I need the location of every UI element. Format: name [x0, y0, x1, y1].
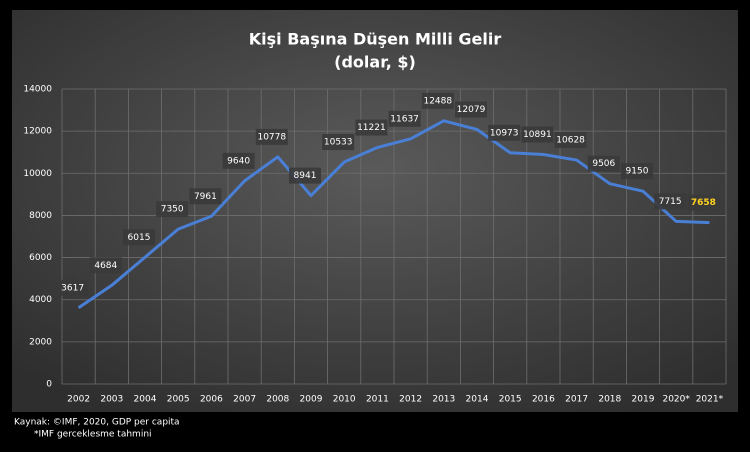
- value-label-box: [388, 110, 421, 127]
- value-label-box: [654, 193, 687, 210]
- value-label: 7961: [194, 192, 217, 202]
- value-label: 7715: [659, 197, 682, 207]
- value-label: 6015: [128, 233, 151, 243]
- value-label: 7658: [691, 198, 716, 208]
- value-label-box: [455, 101, 487, 118]
- value-label-box: [355, 119, 388, 136]
- value-label-box: [554, 132, 587, 149]
- chart-title: Kişi Başına Düşen Milli Gelir: [249, 30, 502, 49]
- x-tick-label: 2014: [466, 395, 489, 405]
- chart-area: [12, 10, 738, 412]
- value-label-box: [255, 128, 288, 145]
- value-label: 9506: [592, 159, 615, 169]
- y-tick-label: 0: [46, 380, 52, 390]
- value-label: 11637: [390, 114, 419, 124]
- value-label-box: [488, 124, 521, 141]
- y-tick-label: 2000: [29, 337, 52, 347]
- footnote: *IMF gerceklesme tahmini: [34, 430, 152, 440]
- value-label: 4684: [94, 261, 117, 271]
- value-label-box: [56, 279, 89, 296]
- x-tick-label: 2012: [399, 395, 422, 405]
- x-tick-label: 2015: [499, 395, 522, 405]
- x-tick-label: 2016: [532, 395, 555, 405]
- x-tick-label: 2011: [366, 395, 389, 405]
- x-tick-label: 2017: [565, 395, 588, 405]
- value-label-box: [587, 155, 620, 172]
- value-label: 10533: [324, 138, 353, 148]
- chart-subtitle: (dolar, $): [334, 53, 416, 72]
- x-tick-label: 2008: [266, 395, 289, 405]
- x-tick-label: 2019: [632, 395, 655, 405]
- x-tick-label: 2003: [100, 395, 123, 405]
- value-label: 12488: [423, 96, 452, 106]
- value-label: 11221: [357, 123, 386, 133]
- value-label: 9150: [626, 167, 649, 177]
- value-label-box: [521, 126, 554, 143]
- x-tick-label: 2020*: [662, 395, 690, 405]
- x-tick-label: 2004: [134, 395, 157, 405]
- x-tick-label: 2013: [432, 395, 455, 405]
- y-tick-label: 8000: [29, 211, 52, 221]
- value-label-box: [687, 194, 720, 211]
- value-label-box: [289, 167, 321, 184]
- y-tick-label: 6000: [29, 253, 52, 263]
- x-tick-label: 2009: [300, 395, 323, 405]
- value-label-box: [621, 163, 653, 180]
- x-tick-label: 2002: [67, 395, 90, 405]
- x-tick-label: 2007: [233, 395, 256, 405]
- x-tick-label: 2006: [200, 395, 223, 405]
- x-tick-label: 2021*: [696, 395, 724, 405]
- value-label-box: [222, 152, 255, 169]
- value-label-box: [123, 229, 155, 246]
- value-label: 9640: [227, 156, 250, 166]
- value-label: 10891: [523, 130, 552, 140]
- x-tick-label: 2010: [333, 395, 356, 405]
- value-label: 10628: [556, 136, 585, 146]
- y-tick-label: 12000: [23, 127, 52, 137]
- y-tick-label: 4000: [29, 295, 52, 305]
- value-label: 3617: [61, 283, 84, 293]
- value-label-box: [322, 134, 355, 151]
- x-tick-label: 2018: [598, 395, 621, 405]
- value-label: 10778: [257, 132, 286, 142]
- value-label: 8941: [294, 171, 317, 181]
- value-label-box: [421, 92, 454, 109]
- value-label: 10973: [490, 128, 519, 138]
- y-tick-label: 10000: [23, 169, 52, 179]
- source-note: Kaynak: ©IMF, 2020, GDP per capita: [14, 418, 180, 428]
- value-label-box: [189, 188, 222, 205]
- value-label: 12079: [457, 105, 486, 115]
- y-tick-label: 14000: [23, 85, 52, 95]
- value-label-box: [89, 257, 122, 274]
- value-label-box: [156, 201, 189, 218]
- value-label: 7350: [161, 205, 184, 215]
- x-tick-label: 2005: [167, 395, 190, 405]
- line: [77, 119, 710, 310]
